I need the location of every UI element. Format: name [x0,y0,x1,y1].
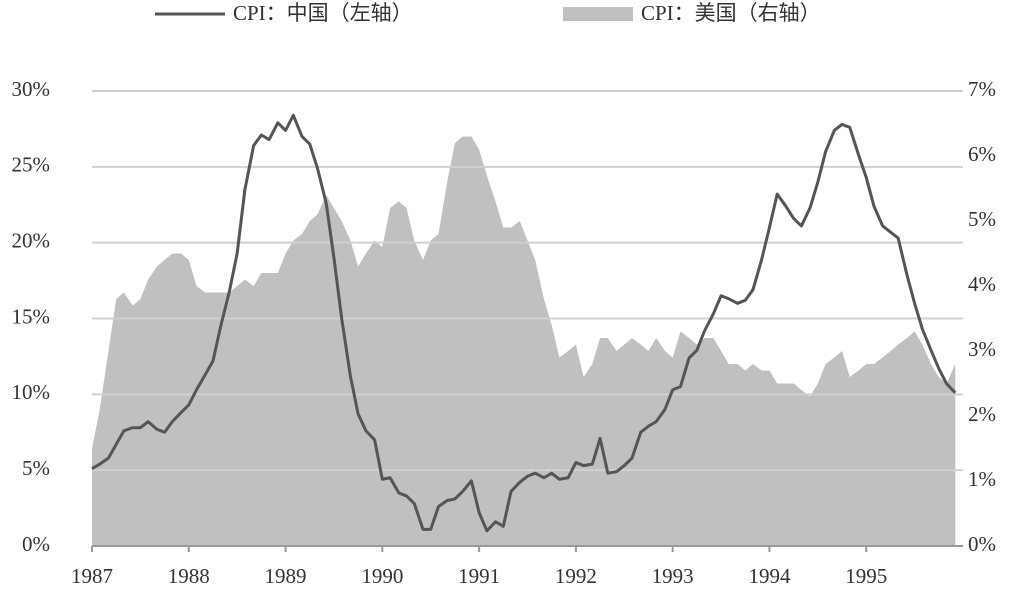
y2-tick-label: 6% [968,142,996,166]
y2-tick-label: 2% [968,402,996,426]
y-tick-label: 15% [12,304,51,328]
y2-tick-label: 4% [968,272,996,296]
legend-label: CPI：中国（左轴） [233,1,413,25]
y-tick-label: 20% [12,228,51,252]
y2-tick-label: 7% [968,77,996,101]
legend-swatch [563,7,633,21]
x-tick-label: 1992 [555,564,597,588]
x-tick-label: 1991 [458,564,500,588]
y-tick-label: 5% [22,456,50,480]
y2-tick-label: 5% [968,207,996,231]
x-tick-label: 1987 [71,564,113,588]
y-tick-label: 25% [12,153,51,177]
x-tick-label: 1994 [748,564,791,588]
area [92,136,956,546]
y2-tick-label: 3% [968,337,996,361]
x-tick-label: 1989 [265,564,307,588]
y-tick-label: 30% [12,77,51,101]
x-tick-label: 1993 [652,564,694,588]
y-tick-label: 10% [12,380,51,404]
y2-tick-label: 1% [968,467,996,491]
legend-label: CPI：美国（右轴） [641,1,821,25]
x-tick-label: 1990 [361,564,403,588]
y-tick-label: 0% [22,532,50,556]
x-tick-label: 1995 [845,564,887,588]
line [91,113,957,533]
y2-tick-label: 0% [968,532,996,556]
x-tick-label: 1988 [168,564,210,588]
